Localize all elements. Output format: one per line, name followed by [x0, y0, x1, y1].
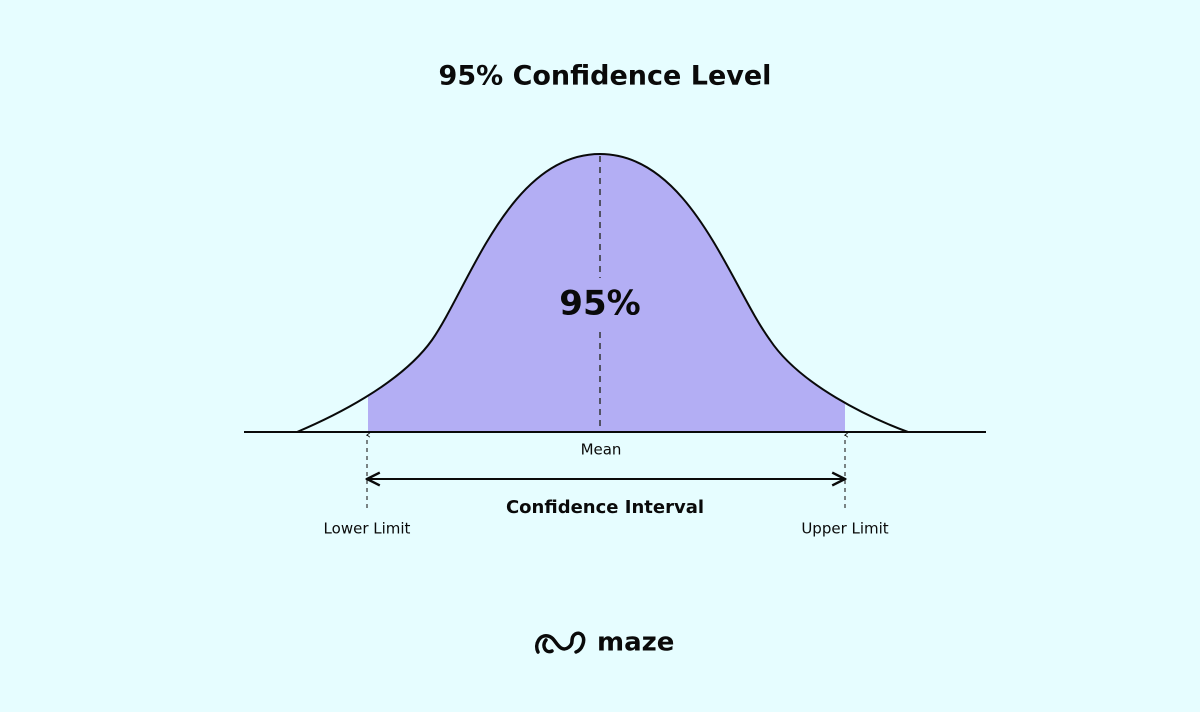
lower-limit-label: Lower Limit	[324, 520, 411, 538]
mean-label: Mean	[581, 441, 622, 459]
logo-text: maze	[597, 628, 674, 658]
title: 95% Confidence Level	[439, 61, 772, 92]
upper-limit-label: Upper Limit	[801, 520, 888, 538]
confidence-area	[368, 154, 845, 432]
interval-label: Confidence Interval	[506, 497, 704, 518]
logo-icon	[535, 631, 586, 654]
area-label: 95%	[559, 284, 640, 324]
normal-curve	[296, 152, 909, 433]
